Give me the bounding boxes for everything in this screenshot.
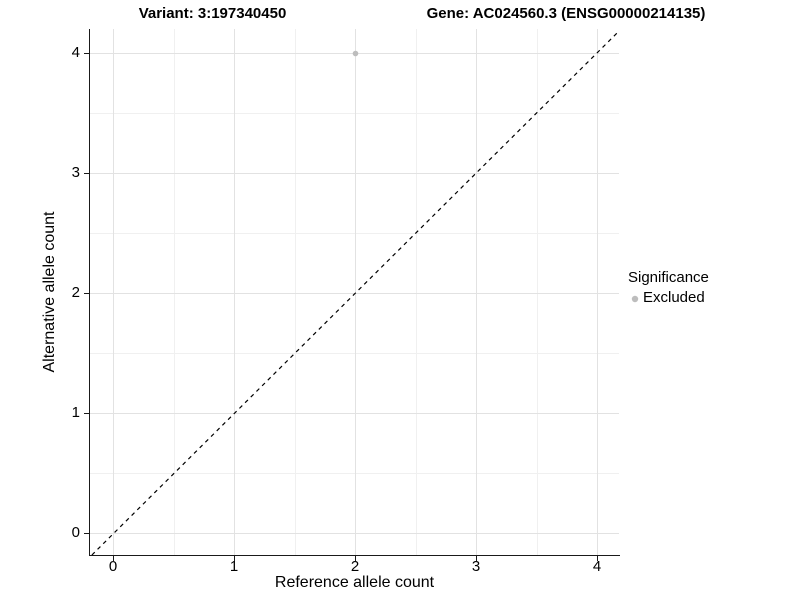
x-tick-label-0: 0 [108,558,118,575]
x-tick-label-2: 2 [350,558,360,575]
y-axis-line [89,29,90,556]
y-tick-label-2: 2 [71,284,80,301]
y-tick-2 [84,293,89,294]
x-tick-2 [355,556,356,561]
y-tick-label-3: 3 [71,164,80,181]
legend-item-label: Excluded [643,289,705,306]
plot-panel [90,29,619,555]
variant-title: Variant: 3:197340450 [138,5,287,22]
gene-title: Gene: AC024560.3 (ENSG00000214135) [426,5,706,22]
y-tick-label-1: 1 [71,404,80,421]
grid-minor-vertical [174,29,538,555]
y-tick-label-4: 4 [71,44,80,61]
y-tick-3 [84,173,89,174]
x-axis-title: Reference allele count [274,574,435,591]
x-tick-label-3: 3 [471,558,481,575]
y-tick-0 [84,533,89,534]
x-tick-4 [597,556,598,561]
x-tick-1 [234,556,235,561]
x-tick-label-1: 1 [229,558,239,575]
identity-reference-line [91,30,619,555]
legend-item-excluded: Excluded [628,289,709,306]
x-tick-3 [476,556,477,561]
x-tick-0 [113,556,114,561]
legend: Significance Excluded [628,269,709,306]
y-tick-label-0: 0 [71,524,80,541]
x-tick-label-4: 4 [592,558,602,575]
y-tick-4 [84,53,89,54]
y-tick-1 [84,413,89,414]
grid-minor-horizontal [90,113,619,474]
data-point-excluded [352,50,359,57]
legend-title: Significance [628,269,709,286]
x-axis-line [89,555,620,556]
legend-point-icon [631,295,639,302]
grid-major-vertical [113,29,598,555]
